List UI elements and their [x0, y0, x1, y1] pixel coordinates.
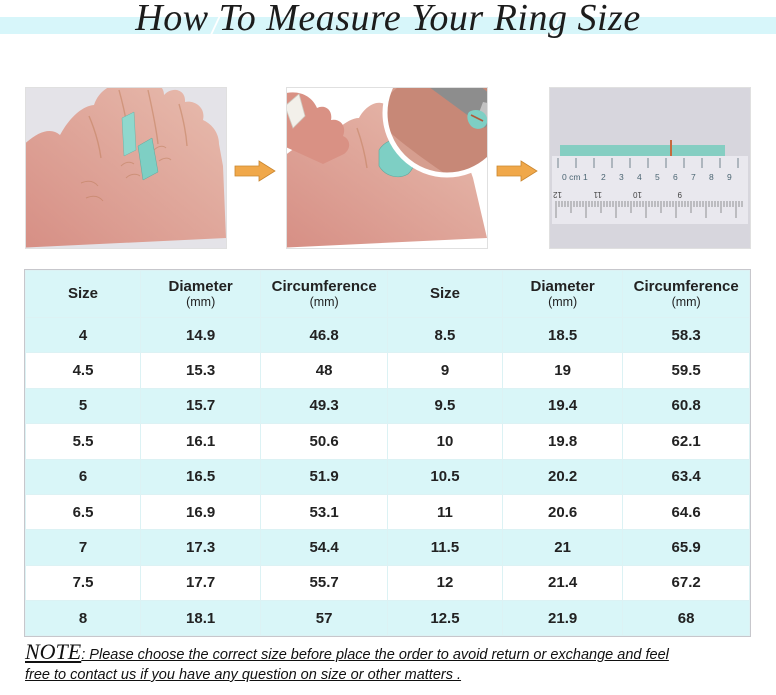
- svg-text:7: 7: [691, 172, 696, 182]
- svg-text:9: 9: [677, 190, 682, 199]
- svg-text:1: 1: [583, 172, 588, 182]
- svg-text:0 cm: 0 cm: [562, 172, 580, 182]
- svg-text:5: 5: [655, 172, 660, 182]
- svg-text:12: 12: [553, 190, 562, 199]
- svg-text:9: 9: [727, 172, 732, 182]
- svg-text:2: 2: [601, 172, 606, 182]
- svg-text:3: 3: [619, 172, 624, 182]
- svg-text:11: 11: [593, 190, 602, 199]
- svg-text:10: 10: [633, 190, 642, 199]
- svg-text:8: 8: [709, 172, 714, 182]
- svg-text:6: 6: [673, 172, 678, 182]
- svg-text:4: 4: [637, 172, 642, 182]
